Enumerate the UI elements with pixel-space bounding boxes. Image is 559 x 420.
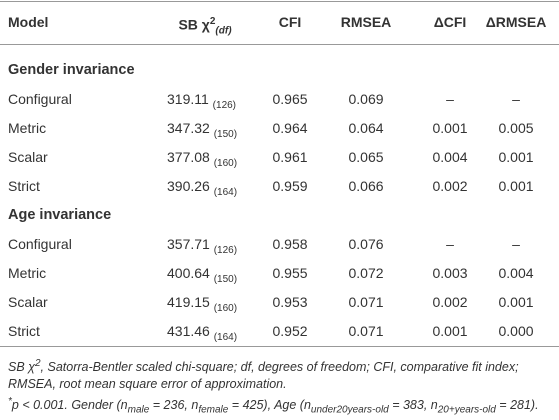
- footnote-sup: 2: [34, 358, 41, 369]
- chi-square-cell: 347.32 (150): [167, 119, 237, 144]
- cell-value: 0.955: [272, 265, 308, 281]
- df-value: (126): [213, 244, 238, 256]
- df-value: (150): [213, 128, 238, 140]
- df-value: (160): [213, 157, 238, 169]
- cell-value: –: [512, 236, 520, 252]
- cell-value: 0.004: [498, 265, 534, 281]
- top-rule: [0, 1, 559, 2]
- footnote-text: = 236, n: [149, 398, 199, 413]
- cell-value: 0.001: [498, 149, 534, 165]
- group-title: Age invariance: [8, 207, 112, 223]
- footnote-sub: female: [198, 404, 229, 416]
- chi-square-value: 319.11: [167, 91, 209, 107]
- footnote: SB χ2, Satorra-Bentler scaled chi-square…: [8, 355, 553, 419]
- row-label: Configural: [8, 91, 72, 107]
- cell-value: 0.071: [348, 323, 384, 339]
- bottom-rule: [0, 346, 559, 347]
- header-sup: 2: [209, 16, 216, 27]
- cell-value: 0.005: [498, 120, 534, 136]
- row-label: Metric: [8, 265, 47, 281]
- cell-value: 0.961: [272, 149, 308, 165]
- header-symbol: SB χ: [178, 16, 210, 33]
- column-header: ΔRMSEA: [485, 14, 547, 30]
- df-value: (164): [213, 186, 238, 198]
- cell-value: 0.069: [348, 91, 384, 107]
- footnote-text: = 425), Age (n: [228, 398, 311, 413]
- cell-value: 0.072: [348, 265, 384, 281]
- cell-value: 0.953: [272, 294, 308, 310]
- cell-value: 0.000: [498, 323, 534, 339]
- row-label: Scalar: [8, 149, 48, 165]
- cell-value: 0.002: [432, 294, 468, 310]
- cell-value: 0.001: [498, 178, 534, 194]
- footnote-sup: *: [8, 396, 12, 408]
- row-label: Configural: [8, 236, 72, 252]
- cell-value: 0.959: [272, 178, 308, 194]
- cell-value: 0.076: [348, 236, 384, 252]
- chi-square-cell: 377.08 (160): [167, 148, 237, 173]
- footnote-text: = 281).: [495, 398, 539, 413]
- cell-value: 0.065: [348, 149, 384, 165]
- footnote-text: p < 0.001. Gender (n: [11, 398, 128, 413]
- footnote-sub: 20+years-old: [437, 404, 496, 416]
- cell-value: 0.001: [432, 323, 468, 339]
- df-value: (160): [213, 302, 238, 314]
- footnote-sub: under20years-old: [310, 404, 389, 416]
- cell-value: –: [446, 236, 454, 252]
- column-header: RMSEA: [340, 14, 392, 30]
- df-value: (150): [213, 273, 238, 285]
- cell-value: 0.064: [348, 120, 384, 136]
- cell-value: 0.958: [272, 236, 308, 252]
- chi-square-value: 377.08: [167, 149, 210, 165]
- chi-square-cell: 400.64 (150): [167, 264, 237, 289]
- chi-square-cell: 390.26 (164): [167, 177, 237, 202]
- df-value: (164): [213, 331, 238, 343]
- cell-value: 0.001: [432, 120, 468, 136]
- cell-value: 0.066: [348, 178, 384, 194]
- column-header: SB χ2(df): [178, 13, 231, 40]
- chi-square-cell: 357.71 (126): [167, 235, 237, 260]
- footnote-text: , Satorra-Bentler scaled chi-square; df,…: [8, 360, 519, 392]
- header-rule: [0, 44, 559, 45]
- chi-square-cell: 431.46 (164): [167, 322, 237, 347]
- header-sub: (df): [215, 25, 232, 37]
- df-value: (126): [212, 99, 237, 111]
- row-label: Scalar: [8, 294, 48, 310]
- cell-value: –: [512, 91, 520, 107]
- chi-square-value: 390.26: [167, 178, 210, 194]
- column-header: ΔCFI: [433, 14, 467, 30]
- footnote-sub: male: [127, 404, 150, 416]
- row-label: Strict: [8, 178, 40, 194]
- chi-square-value: 431.46: [167, 323, 210, 339]
- cell-value: 0.002: [432, 178, 468, 194]
- footnote-text: SB χ: [8, 360, 35, 375]
- cell-value: 0.965: [272, 91, 308, 107]
- row-label: Metric: [8, 120, 47, 136]
- group-title: Gender invariance: [8, 62, 135, 78]
- cell-value: 0.071: [348, 294, 384, 310]
- footnote-text: = 383, n: [388, 398, 438, 413]
- chi-square-cell: 419.15 (160): [167, 293, 237, 318]
- chi-square-value: 347.32: [167, 120, 210, 136]
- column-header: CFI: [278, 14, 302, 30]
- chi-square-cell: 319.11 (126): [167, 90, 236, 115]
- footnote-notes: *p < 0.001. Gender (nmale = 236, nfemale…: [8, 393, 553, 419]
- cell-value: –: [446, 91, 454, 107]
- row-label: Strict: [8, 323, 40, 339]
- cell-value: 0.952: [272, 323, 308, 339]
- chi-square-value: 357.71: [167, 236, 210, 252]
- cell-value: 0.003: [432, 265, 468, 281]
- cell-value: 0.001: [498, 294, 534, 310]
- cell-value: 0.004: [432, 149, 468, 165]
- footnote-definitions: SB χ2, Satorra-Bentler scaled chi-square…: [8, 355, 553, 393]
- chi-square-value: 419.15: [167, 294, 210, 310]
- column-header: Model: [8, 14, 49, 30]
- chi-square-value: 400.64: [167, 265, 210, 281]
- cell-value: 0.964: [272, 120, 308, 136]
